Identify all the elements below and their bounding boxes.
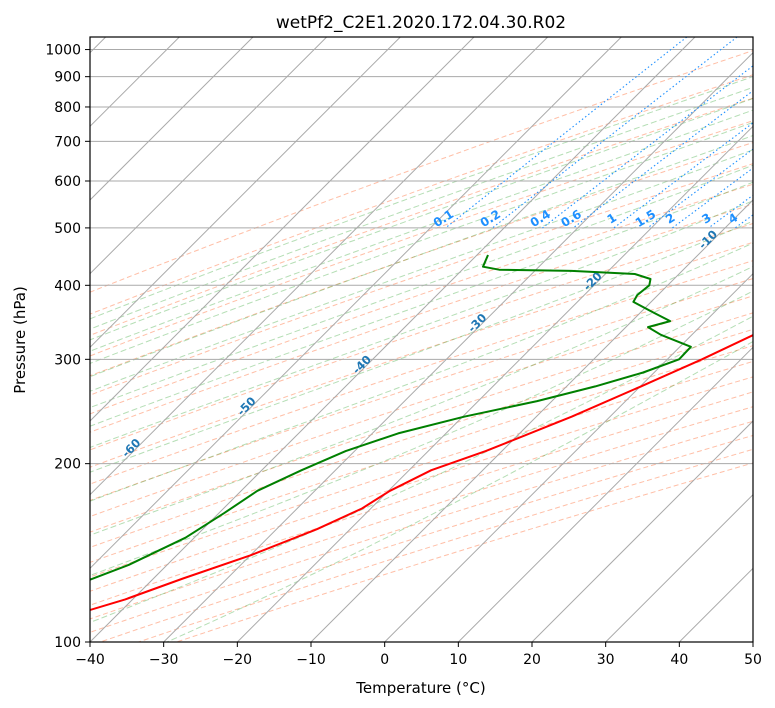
mixing-ratio-label: 2: [663, 210, 678, 226]
x-tick-label: 20: [523, 652, 541, 668]
isotherm-line: [90, 37, 254, 201]
x-tick-label: 50: [744, 652, 762, 668]
dry-adiabat: [90, 74, 753, 315]
isotherm-label: -10: [696, 227, 721, 252]
isotherm-line: [90, 37, 622, 570]
dewpoint-profile-line: [90, 254, 692, 581]
isotherm-line: [678, 567, 753, 642]
moist-adiabat: [90, 149, 753, 392]
y-tick-label: 700: [54, 134, 81, 150]
moist-adiabat: [90, 242, 753, 502]
dry-adiabat: [90, 406, 753, 620]
mixing-ratio-line: [613, 122, 753, 229]
temperature-profile-line: [90, 334, 753, 612]
plot-frame: [89, 36, 754, 643]
dry-adiabat: [90, 203, 753, 433]
mixing-ratio-line: [672, 167, 753, 229]
moist-adiabat: [90, 181, 753, 427]
y-tick-label: 900: [54, 70, 81, 86]
dry-adiabat: [90, 328, 753, 548]
isotherm-line: [90, 37, 401, 349]
mixing-ratio-line: [734, 214, 753, 229]
dry-adiabat: [90, 163, 753, 396]
mixing-ratio-line: [572, 90, 753, 229]
moist-adiabat: [90, 266, 753, 536]
dry-adiabat: [90, 295, 753, 518]
isotherm-label: -60: [119, 436, 144, 461]
moist-adiabat: [90, 315, 753, 624]
x-tick-label: −40: [75, 652, 105, 668]
x-tick-label: 10: [449, 652, 467, 668]
y-tick-label: 200: [54, 457, 81, 473]
dry-adiabat: [90, 260, 753, 485]
moist-adiabat: [90, 220, 753, 473]
plot-area: 0.10.20.40.611.52346810131620253036-100-…: [3, 37, 775, 642]
isotherm-line: [310, 199, 753, 642]
moist-adiabat: [90, 135, 753, 378]
dry-adiabat: [90, 360, 753, 578]
x-tick-label: −20: [223, 652, 253, 668]
moist-adiabat: [90, 200, 753, 449]
dry-adiabat: [90, 391, 753, 606]
isotherm-line: [531, 420, 753, 642]
isotherm-line: [90, 37, 549, 496]
isotherm-line: [90, 37, 475, 422]
x-axis-label: Temperature (°C): [355, 679, 485, 697]
x-tick-label: −10: [296, 652, 326, 668]
isotherm-line: [163, 51, 753, 642]
isotherm-label: -50: [234, 394, 259, 419]
isotherm-line: [752, 641, 753, 642]
dry-adiabat: [90, 120, 753, 357]
moist-adiabat: [90, 86, 753, 330]
moist-adiabat: [90, 76, 753, 320]
axes: −40 −30 −20 −10 0 10 20 30 40 50 1000 900 800 700 600 5…: [45, 43, 762, 668]
moist-adiabat: [90, 121, 753, 364]
dry-adiabat: [90, 50, 753, 293]
dry-adiabat: [90, 241, 753, 468]
isotherm-line: [457, 346, 753, 642]
y-tick-label: 100: [54, 635, 81, 651]
x-tick-label: 40: [670, 652, 688, 668]
x-tick-label: −30: [149, 652, 179, 668]
dry-adiabat: [90, 376, 753, 592]
dry-adiabat: [90, 420, 753, 633]
isotherm-line: [90, 37, 328, 275]
mixing-ratio-line: [542, 65, 753, 229]
moist-adiabat: [90, 290, 753, 577]
isotherm-line: [236, 125, 753, 642]
y-tick-label: 1000: [45, 43, 81, 59]
mixing-ratio-label: 1: [605, 210, 620, 226]
mixing-ratio-label: 4: [726, 210, 741, 226]
dry-adiabat: [90, 142, 753, 377]
moist-adiabat: [90, 164, 753, 409]
x-tick-label: 30: [597, 652, 615, 668]
mixing-ratio-label: 6: [765, 210, 775, 226]
dry-adiabat: [90, 345, 753, 563]
y-axis-label: Pressure (hPa): [11, 286, 29, 394]
isotherm-label: -30: [465, 311, 490, 336]
isotherm-label: -70: [3, 477, 28, 502]
chart-title: wetPf2_C2E1.2020.172.04.30.R02: [276, 13, 566, 33]
dry-adiabat: [90, 278, 753, 501]
y-tick-label: 600: [54, 174, 81, 190]
isotherm-line: [605, 493, 753, 642]
y-tick-label: 800: [54, 100, 81, 116]
x-tick-label: 0: [380, 652, 389, 668]
y-tick-label: 300: [54, 352, 81, 368]
dry-adiabat: [90, 222, 753, 451]
y-tick-label: 500: [54, 221, 81, 237]
dry-adiabat: [90, 312, 753, 533]
mixing-ratio-label: 3: [699, 210, 714, 226]
isotherm-line: [90, 37, 696, 642]
dry-adiabat: [90, 183, 753, 415]
mixing-ratio-label: 0.1: [431, 207, 456, 230]
dry-adiabat: [90, 97, 753, 336]
moist-adiabat: [90, 109, 753, 352]
moist-adiabat: [90, 97, 753, 341]
mixing-ratio-line: [492, 37, 738, 229]
isotherm-line: [384, 272, 753, 642]
y-tick-label: 400: [54, 278, 81, 294]
